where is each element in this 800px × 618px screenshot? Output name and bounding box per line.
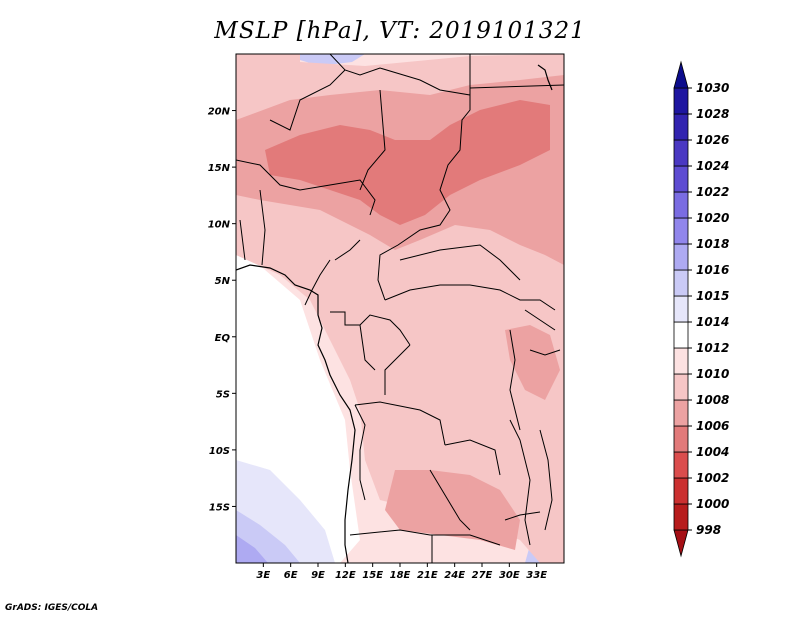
- colorbar-label: 1016: [696, 263, 729, 277]
- colorbar-label: 1022: [696, 185, 729, 199]
- lon-tick-label: 12E: [335, 570, 356, 581]
- colorbar-swatch: [673, 477, 689, 505]
- colorbar-label: 1020: [696, 211, 729, 225]
- colorbar-swatch: [673, 321, 689, 349]
- field-1008-1010-east: [505, 325, 560, 400]
- colorbar-label: 1030: [696, 81, 729, 95]
- colorbar-label: 1002: [696, 471, 729, 485]
- colorbar-swatch: [673, 529, 689, 558]
- colorbar-swatch: [673, 191, 689, 219]
- colorbar-swatch: [673, 113, 689, 141]
- colorbar-label: 1015: [696, 289, 729, 303]
- lon-tick-label: 3E: [256, 570, 270, 581]
- colorbar-label: 1028: [696, 107, 729, 121]
- lon-tick-label: 9E: [311, 570, 325, 581]
- country-borders: [236, 54, 564, 563]
- pressure-field: [236, 54, 564, 563]
- colorbar-swatch: [673, 139, 689, 167]
- colorbar-label: 1010: [696, 367, 729, 381]
- colorbar-label: 1008: [696, 393, 729, 407]
- colorbar-swatch: [673, 503, 689, 531]
- lat-tick-label: 5S: [216, 389, 230, 400]
- colorbar-swatch: [673, 243, 689, 271]
- colorbar-swatch: [673, 399, 689, 427]
- lon-tick-label: 15E: [362, 570, 383, 581]
- lat-tick-label: EQ: [215, 333, 231, 344]
- lat-tick-label: 15S: [209, 502, 230, 513]
- field-1006-1008: [265, 100, 550, 225]
- footer-credit: GrADS: IGES/COLA: [5, 603, 99, 613]
- colorbar-swatch: [673, 60, 689, 89]
- colorbar-swatch: [673, 87, 689, 115]
- colorbar-label: 1024: [696, 159, 729, 173]
- lon-tick-label: 33E: [526, 570, 547, 581]
- field-1018-1020-sw: [236, 535, 268, 563]
- lon-tick-label: 27E: [472, 570, 493, 581]
- field-1008-1010-south: [385, 470, 520, 550]
- colorbar-label: 1000: [696, 497, 729, 511]
- lon-tick-label: 24E: [444, 570, 465, 581]
- lat-tick-label: 20N: [208, 107, 231, 118]
- lat-tick-label: 5N: [215, 276, 231, 287]
- colorbar-label: 1026: [696, 133, 729, 147]
- lat-tick-label: 15N: [208, 163, 231, 174]
- lon-tick-label: 6E: [284, 570, 298, 581]
- colorbar-swatch: [673, 295, 689, 323]
- lon-tick-label: 30E: [499, 570, 520, 581]
- colorbar-label: 1014: [696, 315, 729, 329]
- colorbar-swatch: [673, 217, 689, 245]
- lat-tick-label: 10N: [208, 220, 231, 231]
- colorbar-label: 998: [696, 523, 721, 537]
- axis-ticks: 3E 6E 9E 12E 15E 18E 21E 24E 27E 30E 33E 20N 15N 10N 5…: [208, 107, 548, 581]
- colorbar-swatch: [673, 451, 689, 479]
- colorbar: 998 1000 1002 1004 1006 1008 1010 1012 1014 1015 1…: [673, 60, 729, 558]
- colorbar-swatch: [673, 347, 689, 375]
- colorbar-label: 1004: [696, 445, 729, 459]
- chart-title: MSLP [hPa], VT: 2019101321: [214, 18, 586, 44]
- colorbar-label: 1012: [696, 341, 729, 355]
- coastline: [236, 64, 553, 563]
- colorbar-swatch: [673, 425, 689, 453]
- colorbar-label: 1006: [696, 419, 729, 433]
- lon-tick-label: 21E: [417, 570, 438, 581]
- lat-tick-label: 10S: [209, 446, 230, 457]
- lon-tick-label: 18E: [390, 570, 411, 581]
- colorbar-swatch: [673, 269, 689, 297]
- colorbar-swatch: [673, 165, 689, 193]
- colorbar-swatch: [673, 373, 689, 401]
- colorbar-label: 1018: [696, 237, 729, 251]
